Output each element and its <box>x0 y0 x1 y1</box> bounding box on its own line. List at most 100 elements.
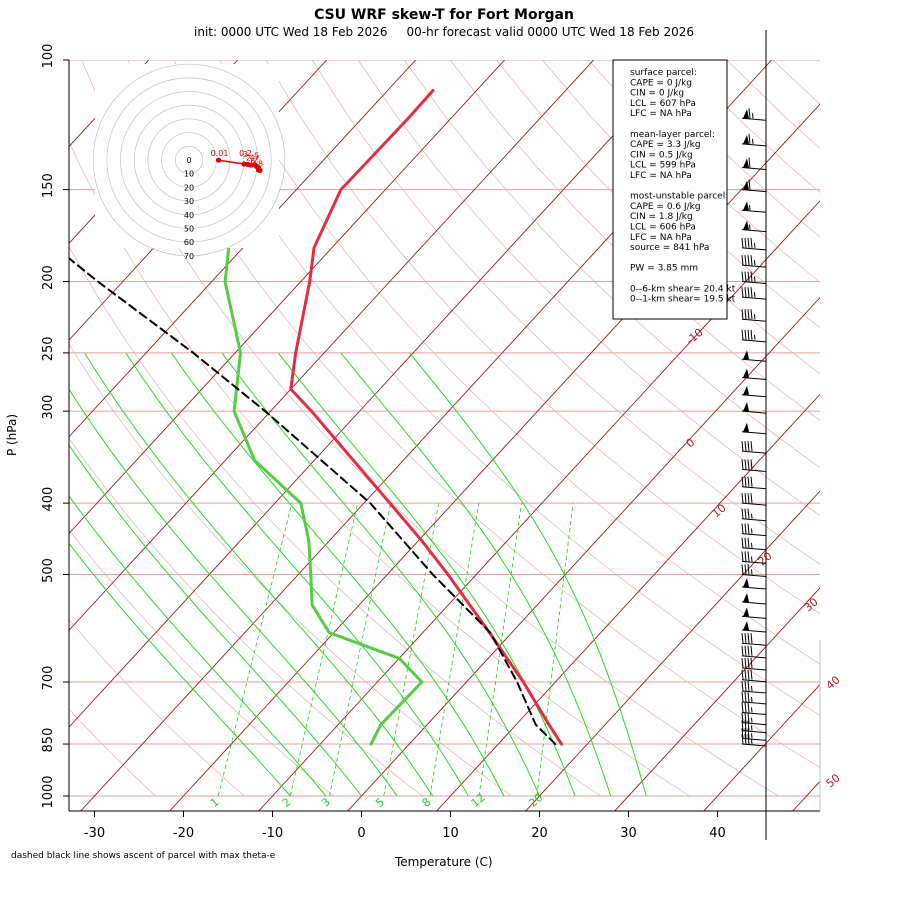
wind-barb-flag <box>747 441 750 452</box>
wind-barb-flag <box>741 680 744 692</box>
hodograph-ring <box>174 145 204 175</box>
info-line: PW = 3.85 mm <box>630 264 698 274</box>
wind-barb-staff <box>741 533 767 537</box>
wind-barb-pennant <box>743 592 749 602</box>
wind-barb-half-flag <box>752 138 754 144</box>
wind-barb-pennant <box>743 577 749 587</box>
wind-barb-flag <box>744 669 747 680</box>
hodograph-ring <box>106 77 272 243</box>
wind-barb <box>741 368 767 380</box>
wind-barb <box>741 508 767 522</box>
wind-barb-flag <box>747 669 750 680</box>
wind-barb-flag <box>744 523 747 534</box>
mixing-ratio-label: 1 <box>208 795 222 809</box>
wind-barb-half-flag <box>749 224 751 230</box>
wind-barb <box>741 702 767 715</box>
wind-barb <box>741 523 767 537</box>
page-title: CSU WRF skew-T for Fort Morgan <box>314 7 574 23</box>
isotherm-line <box>69 60 684 728</box>
wind-barb-staff <box>741 701 767 705</box>
wind-barb-flag <box>748 133 751 144</box>
wind-barb-flag <box>741 645 744 656</box>
wind-barb-flag <box>744 691 747 702</box>
y-tick-label: 250 <box>41 336 56 361</box>
wind-barb-staff <box>741 667 767 671</box>
wind-barb-staff <box>741 547 767 551</box>
wind-barb-half-flag <box>751 733 753 739</box>
wind-barb-flag <box>747 476 750 487</box>
wind-barb <box>741 237 767 251</box>
wind-barb-flag <box>744 537 747 548</box>
wind-barb <box>741 309 767 322</box>
wind-barb <box>741 201 767 213</box>
wind-barb <box>741 108 767 121</box>
wind-barb <box>741 633 767 646</box>
dry-adiabat <box>265 60 820 615</box>
y-tick-label: 850 <box>41 728 56 753</box>
hodograph-point-label: 6 <box>251 157 256 166</box>
moist-adiabat <box>170 352 505 797</box>
wind-barb-staff <box>741 486 767 490</box>
moist-adiabat <box>409 352 647 797</box>
wind-barb-staff <box>741 189 767 193</box>
hodograph-point-label: 5 <box>254 151 259 160</box>
wind-barb <box>741 255 767 268</box>
info-line: CAPE = 3.3 J/kg <box>630 140 701 150</box>
wind-barb-pennant <box>743 385 749 395</box>
wind-barb <box>741 669 767 683</box>
wind-barb-flag <box>744 657 747 669</box>
info-box <box>612 59 728 320</box>
wind-barb-flag <box>744 508 747 519</box>
dry-adiabat <box>69 245 601 797</box>
hodograph-ring-label: 70 <box>184 252 194 261</box>
info-line: CIN = 0.5 J/kg <box>630 150 693 160</box>
wind-barb-pennant <box>743 350 749 360</box>
wind-barb-flag <box>744 271 747 282</box>
wind-barb <box>741 350 767 362</box>
dry-adiabat <box>403 60 820 469</box>
info-line: mean-layer parcel: <box>630 130 715 140</box>
moist-adiabat <box>69 444 362 797</box>
wind-barb-staff <box>741 573 767 577</box>
hodograph-point-label: 0.01 <box>211 149 229 158</box>
wind-barb-flag <box>741 551 744 562</box>
info-line: source = 841 hPa <box>630 243 709 253</box>
wind-barb-flag <box>741 564 744 575</box>
wind-barb-flag <box>744 459 747 470</box>
wind-barb-flag <box>750 476 753 487</box>
wind-barb-pennant <box>743 134 749 144</box>
dry-adiabat <box>69 529 334 797</box>
info-line: LFC = NA hPa <box>630 109 692 119</box>
wind-barb-staff <box>741 358 767 362</box>
hodograph-ring <box>120 91 258 229</box>
wind-barb-flag <box>747 657 750 669</box>
wind-barb-staff <box>741 586 767 590</box>
moist-adiabat <box>278 352 576 797</box>
isotherm-line <box>436 393 820 811</box>
wind-barb-flag <box>744 551 747 562</box>
wind-barb-staff <box>741 264 767 268</box>
isotherm-line <box>69 60 417 438</box>
mixing-ratio-label: 5 <box>373 795 387 809</box>
wind-barb-flag <box>747 720 750 731</box>
x-axis-label: Temperature (C) <box>395 855 493 869</box>
wind-barb-flag <box>750 633 753 644</box>
wind-barb-staff <box>741 711 767 715</box>
wind-barb-flag <box>741 459 744 470</box>
wind-barb-flag <box>750 459 753 470</box>
mixing-ratio-label: 3 <box>319 795 333 809</box>
dry-adiabat <box>173 60 820 716</box>
wind-barb <box>741 459 767 472</box>
hodograph-ring-label: 50 <box>184 225 194 234</box>
wind-barb-flag <box>748 108 751 119</box>
mixing-ratio-line <box>536 503 574 797</box>
wind-barb-staff <box>741 560 767 564</box>
wind-barb-staff <box>741 629 767 633</box>
wind-barb-staff <box>741 655 767 659</box>
wind-barb <box>741 720 767 734</box>
wind-barb-flag <box>744 645 747 656</box>
mixing-ratio-line <box>429 503 480 797</box>
mixing-ratio-label: 2 <box>280 795 294 809</box>
wind-barb-flag <box>744 564 747 575</box>
wind-barb-half-flag <box>749 205 751 211</box>
